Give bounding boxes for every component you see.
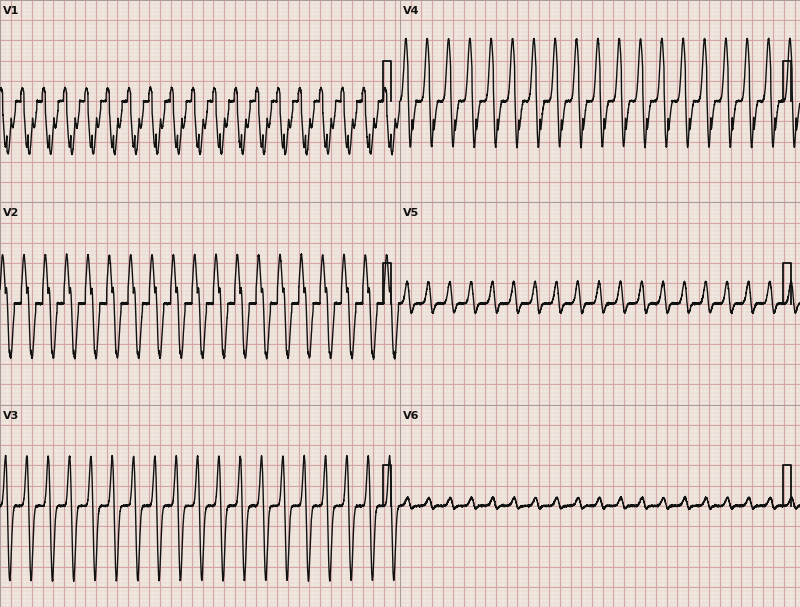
Text: V3: V3 [3,411,19,421]
Text: V5: V5 [403,208,419,219]
Text: V1: V1 [3,6,19,16]
Text: V4: V4 [403,6,420,16]
Text: V2: V2 [3,208,19,219]
Text: V6: V6 [403,411,420,421]
